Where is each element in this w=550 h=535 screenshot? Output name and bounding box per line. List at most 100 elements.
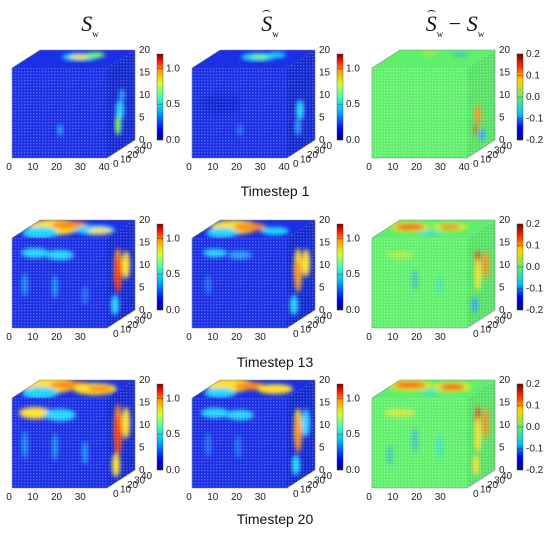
sw-hat-symbol: S xyxy=(261,4,272,44)
z-tick-label: 20 xyxy=(499,45,511,56)
y-tick-label: 10 xyxy=(120,325,132,336)
z-tick-label: 0 xyxy=(139,465,145,476)
colorbar-tick-label: 0.0 xyxy=(166,135,180,146)
y-tick-label: 30 xyxy=(314,476,326,487)
z-tick-label: 10 xyxy=(499,420,511,431)
x-tick-label: 40 xyxy=(458,162,470,173)
colorbar: -0.2 -0.1 0.0 0.1 0.2 xyxy=(516,379,544,476)
colorbar-tick-label: -0.1 xyxy=(526,284,544,295)
colorbar-tick-label: 0.2 xyxy=(526,379,540,390)
colorbar: 0.0 0.5 1.0 xyxy=(336,383,360,476)
y-tick-label: 20 xyxy=(127,150,139,161)
z-tick-label: 5 xyxy=(319,283,325,294)
z-tick-label: 5 xyxy=(499,113,505,124)
colorbar-tick-label: 0.5 xyxy=(346,269,360,280)
y-tick-label: 30 xyxy=(314,146,326,157)
x-tick-label: 30 xyxy=(75,162,87,173)
diff-minus: − xyxy=(448,11,462,36)
x-tick-label: 0 xyxy=(366,492,372,503)
x-tick-label: 20 xyxy=(411,162,423,173)
x-tick-label: 20 xyxy=(411,332,423,343)
x-tick-label: 0 xyxy=(6,332,12,343)
saturation-blob xyxy=(261,227,289,235)
z-tick-label: 10 xyxy=(319,90,331,101)
y-tick-label: 0 xyxy=(473,489,479,500)
colorbar-tick-label: 0.0 xyxy=(526,422,540,433)
colorbar-tick-label: -0.1 xyxy=(526,444,544,455)
z-tick-label: 15 xyxy=(319,68,331,79)
colorbar-tick-label: 0.0 xyxy=(346,135,360,146)
x-tick-label: 0 xyxy=(186,332,192,343)
z-tick-label: 5 xyxy=(499,443,505,454)
colorbar-tick-label: 0.0 xyxy=(346,465,360,476)
y-tick-label: 10 xyxy=(480,155,492,166)
x-tick-label: 30 xyxy=(255,162,267,173)
sw-hat-subscript: w xyxy=(272,29,279,39)
column-header-difference: Sw − Sw xyxy=(360,4,550,44)
y-tick-label: 0 xyxy=(473,159,479,170)
colorbar-tick-label: 0.0 xyxy=(526,262,540,273)
x-tick-label: 40 xyxy=(278,162,290,173)
colorbar: -0.2 -0.1 0.0 0.1 0.2 xyxy=(516,219,544,316)
z-tick-label: 15 xyxy=(139,398,151,409)
y-tick-label: 10 xyxy=(120,155,132,166)
z-tick-label: 10 xyxy=(319,260,331,271)
z-tick-label: 20 xyxy=(499,215,511,226)
saturation-blob xyxy=(396,224,424,230)
colorbar-tick-label: 1.0 xyxy=(166,393,180,404)
colorbar-tick-label: 0.0 xyxy=(166,465,180,476)
colorbar: 0.0 0.5 1.0 xyxy=(156,383,180,476)
colorbar-tick-label: 0.2 xyxy=(526,49,540,60)
z-tick-label: 0 xyxy=(499,135,505,146)
colorbar-tick-label: -0.1 xyxy=(526,114,544,125)
saturation-blob xyxy=(251,54,269,60)
colorbar-tick-label: -0.2 xyxy=(526,465,544,476)
y-tick-label: 20 xyxy=(307,480,319,491)
x-tick-label: 10 xyxy=(387,492,399,503)
z-tick-label: 20 xyxy=(499,375,511,386)
z-tick-label: 20 xyxy=(139,215,151,226)
colorbar-tick-label: -0.2 xyxy=(526,135,544,146)
x-tick-label: 20 xyxy=(51,332,63,343)
x-tick-label: 0 xyxy=(366,332,372,343)
z-tick-label: 15 xyxy=(499,68,511,79)
x-tick-label: 0 xyxy=(6,162,12,173)
x-tick-label: 20 xyxy=(51,162,63,173)
saturation-blob xyxy=(440,384,464,390)
colorbar-tick-label: 1.0 xyxy=(346,63,360,74)
z-tick-label: 5 xyxy=(139,283,145,294)
saturation-blob xyxy=(22,387,58,398)
y-tick-label: 40 xyxy=(501,311,513,322)
y-tick-label: 0 xyxy=(113,489,119,500)
z-tick-label: 10 xyxy=(139,260,151,271)
x-tick-label: 10 xyxy=(27,492,39,503)
sw-subscript: w xyxy=(92,29,99,39)
saturation-blob xyxy=(88,386,112,392)
saturation-blob xyxy=(257,384,293,394)
z-tick-label: 0 xyxy=(139,135,145,146)
z-tick-label: 10 xyxy=(139,420,151,431)
z-tick-label: 5 xyxy=(319,443,325,454)
colorbar-tick-label: 0.0 xyxy=(526,92,540,103)
z-tick-label: 15 xyxy=(139,68,151,79)
z-tick-label: 20 xyxy=(139,45,151,56)
saturation-blob xyxy=(394,382,426,388)
colorbar: 0.0 0.5 1.0 xyxy=(156,53,180,146)
colorbar: -0.2 -0.1 0.0 0.1 0.2 xyxy=(516,49,544,146)
z-tick-label: 0 xyxy=(319,305,325,316)
colorbar-tick-label: 1.0 xyxy=(166,233,180,244)
y-tick-label: 30 xyxy=(494,476,506,487)
y-tick-label: 30 xyxy=(314,316,326,327)
saturation-blob xyxy=(22,227,58,238)
x-tick-label: 30 xyxy=(435,162,447,173)
y-tick-label: 20 xyxy=(127,320,139,331)
z-tick-label: 20 xyxy=(139,375,151,386)
y-tick-label: 40 xyxy=(501,471,513,482)
y-tick-label: 0 xyxy=(293,159,299,170)
saturation-blob xyxy=(70,54,90,60)
colorbar-tick-label: 0.5 xyxy=(166,99,180,110)
colorbar-tick-label: 0.5 xyxy=(346,99,360,110)
diff-sub-a: w xyxy=(436,29,444,39)
